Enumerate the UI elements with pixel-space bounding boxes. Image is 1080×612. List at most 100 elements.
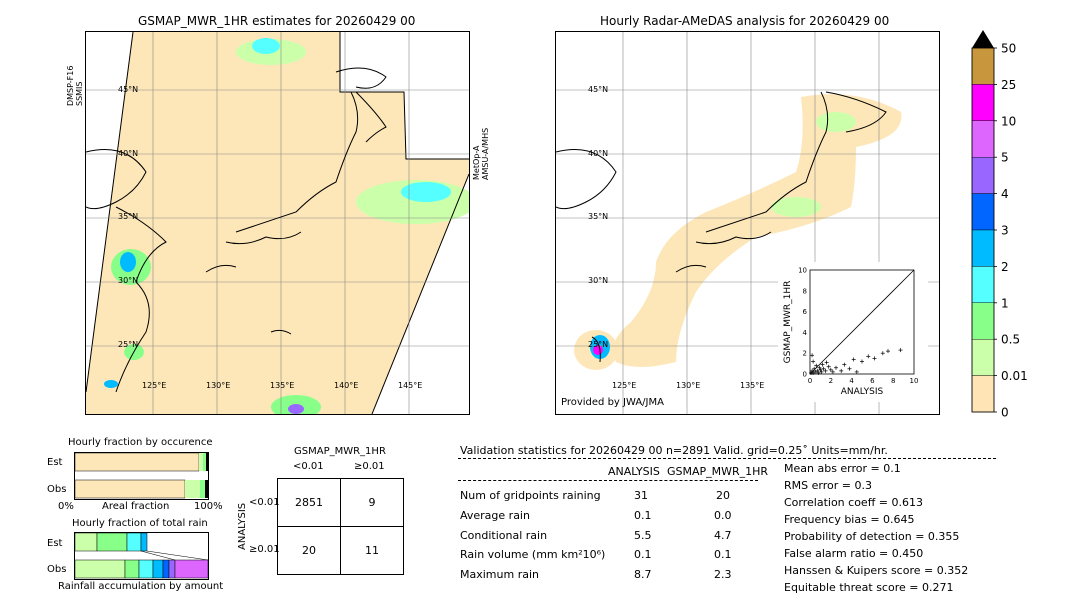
lat-label-25: 25°N <box>118 340 139 349</box>
score-line: Probability of detection = 0.355 <box>784 530 960 543</box>
scatter-point <box>824 360 829 365</box>
colorbar-label: 0.5 <box>1001 333 1020 347</box>
lon-label-125: 125°E <box>142 381 167 390</box>
validation-col-gsmap: GSMAP_MWR_1HR <box>667 465 769 478</box>
swath-edge <box>371 173 469 414</box>
stat-label: Rain volume (mm km²10⁶) <box>460 548 606 561</box>
colorbar-swatch <box>971 84 995 122</box>
right-map-canvas <box>556 32 939 414</box>
rain-patch <box>401 182 451 202</box>
y-tick-label: 6 <box>803 308 808 316</box>
score-line: False alarm ratio = 0.450 <box>784 547 924 560</box>
rain-obs-bar <box>138 559 154 579</box>
score-line: RMS error = 0.3 <box>784 479 872 492</box>
occ-obs-bar <box>200 480 205 498</box>
scatter-point <box>811 370 816 375</box>
rain-obs-bar <box>162 559 170 579</box>
sat-left-label: DMSP-F16 SSMIS <box>66 66 84 106</box>
colorbar-label: 50 <box>1001 42 1016 56</box>
occurrence-axis-mid: Areal fraction <box>102 501 170 512</box>
lat-label-35: 35°N <box>588 212 609 221</box>
scatter-point <box>810 353 815 358</box>
contingency-col-1: <0.01 <box>293 461 324 472</box>
colorbar-swatch <box>971 375 995 413</box>
x-tick-label: 10 <box>910 377 919 385</box>
occurrence-axis-left: 0% <box>58 501 74 512</box>
lat-label-45: 45°N <box>588 85 609 94</box>
colorbar-swatch <box>971 193 995 231</box>
contingency-row-1: <0.01 <box>249 497 280 508</box>
scatter-point <box>817 365 822 370</box>
score-line: Frequency bias = 0.645 <box>784 513 915 526</box>
stat-analysis: 5.5 <box>634 529 652 542</box>
colorbar-swatch <box>971 120 995 158</box>
lon-label-145: 145°E <box>398 381 423 390</box>
coastline <box>86 67 387 393</box>
lat-label-40: 40°N <box>588 149 609 158</box>
lon-label-135: 135°E <box>270 381 295 390</box>
coastline <box>556 91 887 363</box>
rain-obs-bar <box>168 559 176 579</box>
colorbar-label: 1 <box>1001 296 1009 310</box>
occurrence-axis-right: 100% <box>194 501 223 512</box>
lat-label-35: 35°N <box>118 212 139 221</box>
scatter-point <box>851 357 856 362</box>
total-rain-title: Hourly fraction of total rain <box>72 518 208 529</box>
scatter-point <box>842 362 847 367</box>
stat-gsmap: 0.1 <box>714 548 732 561</box>
rain-obs-bar <box>152 559 164 579</box>
scatter-inset: 0 0 2 2 4 4 6 6 8 8 10 10 ANALYSIS GSMAP_MWR_1HR <box>778 262 928 402</box>
y-tick-label: 8 <box>803 287 807 295</box>
total-rain-row-est: Est <box>47 538 63 549</box>
scatter-point <box>816 370 821 375</box>
score-line: Hanssen & Kuipers score = 0.352 <box>784 564 969 577</box>
rain-patch <box>252 38 280 54</box>
swath-edge <box>86 32 134 393</box>
score-line: Equitable threat score = 0.271 <box>784 581 954 594</box>
colorbar-swatch <box>971 47 995 85</box>
swath-a <box>86 32 469 414</box>
colorbar-extend-arrow <box>972 30 994 48</box>
contingency-title: GSMAP_MWR_1HR <box>294 446 386 457</box>
stat-label: Average rain <box>460 509 530 522</box>
scatter-point <box>820 362 825 367</box>
scatter-point <box>826 364 831 369</box>
scatter-point <box>872 356 877 361</box>
colorbar-label: 0 <box>1001 406 1009 419</box>
occurrence-row-est: Est <box>47 457 63 468</box>
scatter-point <box>811 359 816 364</box>
rain-connector <box>140 550 176 561</box>
colorbar-label: 4 <box>1001 187 1009 201</box>
colorbar-label: 25 <box>1001 78 1016 92</box>
sat-left-line-1: DMSP-F16 <box>66 65 75 106</box>
lon-label-135: 135°E <box>740 381 765 390</box>
one-to-one-line <box>809 269 915 375</box>
lat-label-45: 45°N <box>118 85 139 94</box>
contingency-ylabel: ANALYSIS <box>237 502 248 550</box>
radar-coverage <box>613 94 902 367</box>
y-tick-label: 10 <box>798 267 807 275</box>
scatter-point <box>854 369 859 374</box>
map-credit: Provided by JWA/JMA <box>561 397 664 408</box>
rain-obs-bar <box>174 559 209 579</box>
colorbar-swatch <box>971 339 995 376</box>
contingency-cell: 2851 <box>277 478 341 527</box>
x-axis-label: ANALYSIS <box>841 387 884 397</box>
colorbar-swatch <box>971 302 995 340</box>
rain-obs-bar <box>124 559 140 579</box>
contingency-row-2: ≥0.01 <box>249 544 280 555</box>
stat-label: Conditional rain <box>460 529 548 542</box>
stat-analysis: 31 <box>634 489 648 502</box>
occ-obs-bar <box>205 480 208 498</box>
total-rain-row-obs: Obs <box>47 564 67 575</box>
stat-gsmap: 20 <box>716 489 730 502</box>
rain-patch <box>816 112 856 132</box>
total-rain-footer: Rainfall accumulation by amount <box>58 581 224 592</box>
scatter-point <box>834 365 838 370</box>
rain-est-bar <box>140 532 148 552</box>
y-tick-label: 2 <box>803 350 807 358</box>
sat-left-line-2: SSMIS <box>75 81 84 107</box>
scatter-point <box>866 354 871 359</box>
x-tick-label: 0 <box>808 377 812 385</box>
colorbar-label: 0.01 <box>1001 369 1028 383</box>
